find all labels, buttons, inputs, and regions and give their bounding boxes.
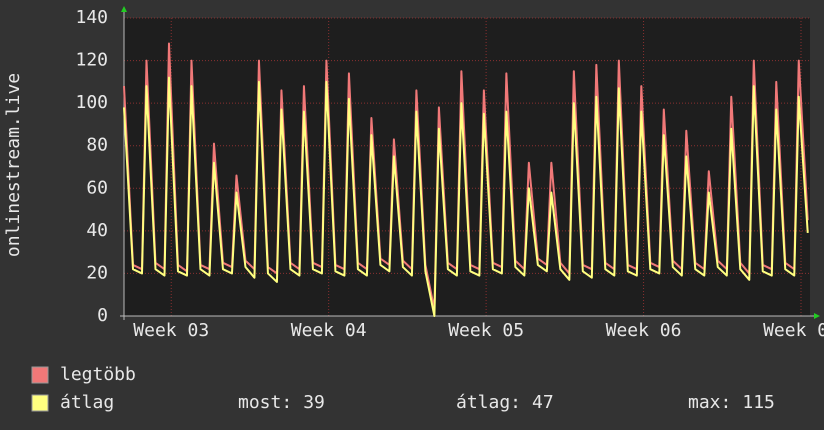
legend-stat-label: max: [688,392,731,413]
legend-stat-value: 47 [532,392,554,413]
y-tick-label: 20 [86,262,108,283]
y-tick-label: 80 [86,135,108,156]
legend-stat-value: 39 [303,392,325,413]
y-tick-label: 40 [86,220,108,241]
legend-label: legtöbb [60,364,136,385]
series-line [123,76,809,317]
y-tick-label: 140 [75,7,108,28]
legend-swatch [31,366,49,384]
y-tick-label: 120 [75,50,108,71]
axis-arrow [814,313,820,319]
legend-stat-value: 115 [742,392,775,413]
legend-swatch [31,394,49,412]
y-tick-label: 100 [75,92,108,113]
y-tick-label: 60 [86,177,108,198]
y-axis-label: onlinestream.live [3,73,24,257]
x-tick-label: Week 06 [606,320,682,341]
legend-stat-label: átlag: [456,392,521,413]
legend-stat-label: most: [238,392,292,413]
legend-label: átlag [60,392,114,413]
x-tick-label: Week 07 [763,320,824,341]
x-tick-label: Week 05 [448,320,524,341]
y-tick-label: 0 [97,305,108,326]
x-tick-label: Week 03 [133,320,209,341]
axis-arrow [121,6,127,12]
x-tick-label: Week 04 [291,320,367,341]
